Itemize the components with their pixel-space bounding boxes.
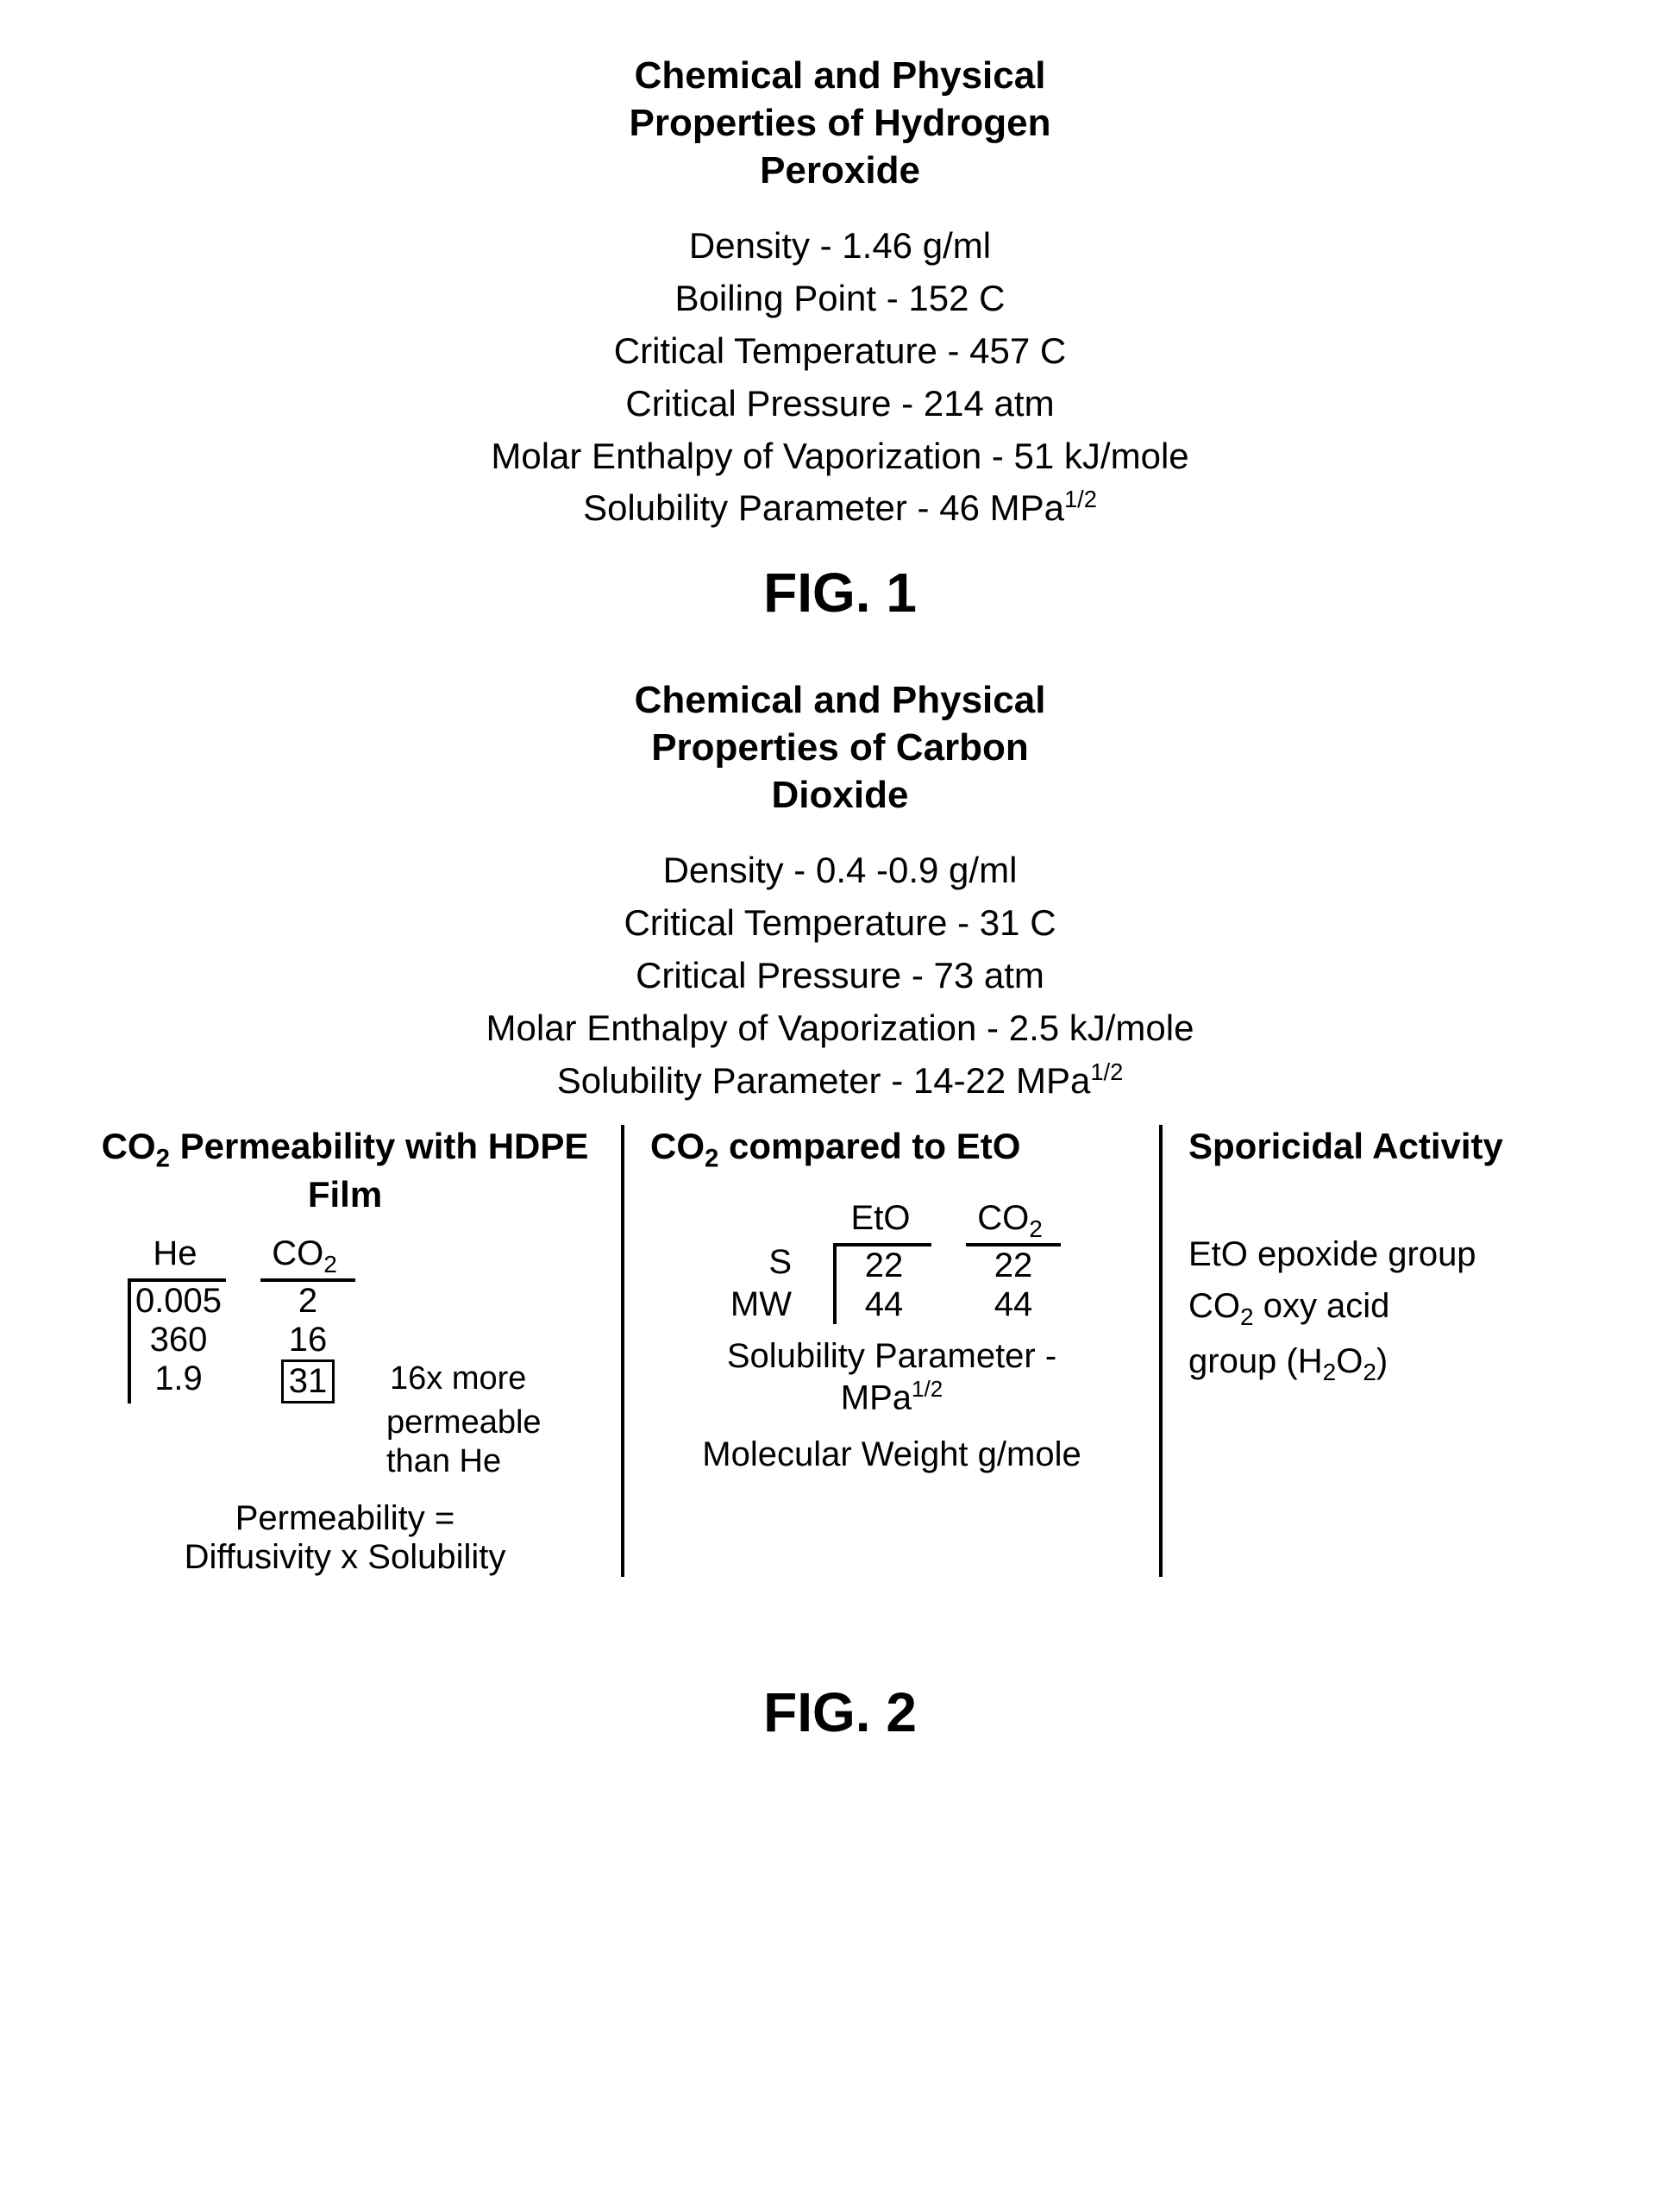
- col1-equation: Permeability = Diffusivity x Solubility: [95, 1499, 595, 1577]
- col-comparison: CO2 compared to EtO EtO CO2 S 22 22 MW: [621, 1125, 1159, 1577]
- fig1-properties: Density - 1.46 g/ml Boiling Point - 152 …: [34, 220, 1646, 535]
- col1-r3c2: 31: [260, 1359, 355, 1403]
- col2-title: CO2 compared to EtO: [650, 1125, 1133, 1174]
- fig1-density: Density - 1.46 g/ml: [34, 220, 1646, 273]
- fig2-columns: CO2 Permeability with HDPE Film He CO2 0…: [34, 1125, 1646, 1577]
- fig1-enthalpy: Molar Enthalpy of Vaporization - 51 kJ/m…: [34, 430, 1646, 483]
- col3-line2: CO2 oxy acid: [1188, 1280, 1585, 1335]
- col2-h-eto: EtO: [833, 1199, 928, 1243]
- fig1-title-line1: Chemical and Physical: [34, 52, 1646, 99]
- fig2-title-line3: Dioxide: [34, 771, 1646, 819]
- fig2-critical-temp: Critical Temperature - 31 C: [34, 897, 1646, 950]
- fig2-density: Density - 0.4 -0.9 g/ml: [34, 845, 1646, 897]
- col1-note: 16x more: [390, 1359, 562, 1403]
- col2-row-mw: MW: [723, 1285, 799, 1324]
- col3-body: EtO epoxide group CO2 oxy acid group (H2…: [1188, 1228, 1585, 1391]
- col1-r1c1: 0.005: [128, 1278, 226, 1321]
- fig2-enthalpy: Molar Enthalpy of Vaporization - 2.5 kJ/…: [34, 1002, 1646, 1055]
- fig1-critical-temp: Critical Temperature - 457 C: [34, 325, 1646, 378]
- col3-line3: group (H2O2): [1188, 1335, 1585, 1391]
- col-permeability: CO2 Permeability with HDPE Film He CO2 0…: [69, 1125, 621, 1577]
- fig1-critical-pressure: Critical Pressure - 214 atm: [34, 378, 1646, 430]
- col2-table: EtO CO2 S 22 22 MW 44 44: [650, 1199, 1133, 1324]
- fig1-title: Chemical and Physical Properties of Hydr…: [34, 52, 1646, 194]
- fig1-title-line3: Peroxide: [34, 147, 1646, 194]
- col-sporicidal: Sporicidal Activity EtO epoxide group CO…: [1159, 1125, 1611, 1577]
- fig2-title-line2: Properties of Carbon: [34, 724, 1646, 771]
- fig2-critical-pressure: Critical Pressure - 73 atm: [34, 950, 1646, 1002]
- fig1-boiling-point: Boiling Point - 152 C: [34, 273, 1646, 325]
- col1-h-co2: CO2: [257, 1234, 352, 1278]
- fig2-label: FIG. 2: [34, 1680, 1646, 1744]
- fig1-label: FIG. 1: [34, 561, 1646, 625]
- col1-r2c1: 360: [128, 1321, 226, 1359]
- col1-title: CO2 Permeability with HDPE Film: [95, 1125, 595, 1217]
- col1-r1c2: 2: [260, 1278, 355, 1321]
- fig2-solubility-param: Solubility Parameter - 14-22 MPa1/2: [34, 1055, 1646, 1108]
- col3-title: Sporicidal Activity: [1188, 1125, 1585, 1168]
- fig2-properties: Density - 0.4 -0.9 g/ml Critical Tempera…: [34, 845, 1646, 1107]
- fig2-title-line1: Chemical and Physical: [34, 676, 1646, 724]
- col2-h-co2: CO2: [962, 1199, 1057, 1243]
- col2-sp: Solubility Parameter - MPa1/2: [650, 1337, 1133, 1417]
- col1-table: He CO2 0.005 2 360 16 1.9: [95, 1234, 595, 1491]
- fig1-solubility-param: Solubility Parameter - 46 MPa1/2: [34, 482, 1646, 535]
- fig1-title-line2: Properties of Hydrogen: [34, 99, 1646, 147]
- col1-h-he: He: [128, 1234, 223, 1278]
- col2-mw-line: Molecular Weight g/mole: [650, 1435, 1133, 1474]
- col2-row-s: S: [723, 1243, 799, 1285]
- fig2-title: Chemical and Physical Properties of Carb…: [34, 676, 1646, 819]
- col1-r3c1: 1.9: [128, 1359, 226, 1403]
- col3-line1: EtO epoxide group: [1188, 1228, 1585, 1280]
- col1-r2c2: 16: [260, 1321, 355, 1359]
